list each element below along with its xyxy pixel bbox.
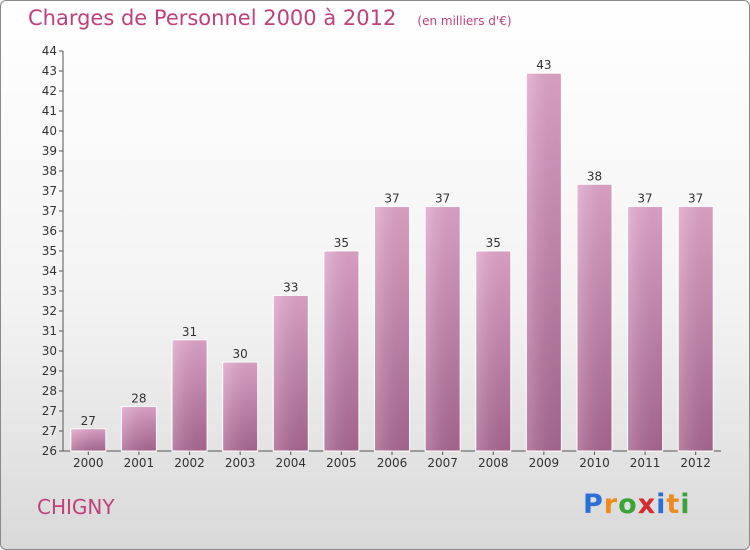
y-tick-label: 38 (42, 164, 57, 178)
x-tick-label: 2002 (174, 456, 205, 470)
y-tick-label: 40 (42, 124, 57, 138)
chart-subtitle: (en milliers d'€) (417, 14, 512, 28)
brand-letter: o (618, 489, 638, 520)
bar-shade (425, 206, 461, 451)
brand-letter: x (637, 489, 657, 520)
labels: 26 27 27 28 29 30 31 32 33 34 35 36 37 37 38 39 40 41 42 43… (42, 44, 711, 470)
bar-shade (475, 251, 511, 451)
y-tick-label: 30 (42, 344, 57, 358)
y-tick-label: 27 (42, 404, 57, 418)
x-tick-label: 2007 (427, 456, 458, 470)
y-tick-label: 34 (42, 264, 57, 278)
y-tick-label: 31 (42, 324, 57, 338)
brand-letter: P (583, 489, 604, 520)
brand-letter: i (680, 489, 691, 520)
value-label: 43 (536, 58, 551, 72)
value-label: 37 (384, 192, 399, 206)
y-tick-label: 33 (42, 284, 57, 298)
y-tick-label: 37 (42, 204, 57, 218)
title-row: Charges de Personnel 2000 à 2012 (en mil… (28, 6, 512, 30)
y-tick-label: 35 (42, 244, 57, 258)
x-tick-label: 2004 (275, 456, 306, 470)
value-label: 38 (587, 169, 602, 183)
y-tick-label: 27 (42, 424, 57, 438)
brand-logo: Proxiti (583, 489, 691, 520)
x-tick-label: 2003 (225, 456, 256, 470)
x-tick-label: 2009 (529, 456, 560, 470)
chart-title: Charges de Personnel 2000 à 2012 (28, 6, 397, 30)
y-tick-label: 41 (42, 104, 57, 118)
x-tick-label: 2001 (124, 456, 155, 470)
bar-shade (678, 206, 714, 451)
value-label: 30 (233, 347, 248, 361)
y-tick-label: 28 (42, 384, 57, 398)
value-label: 31 (182, 325, 197, 339)
x-tick-label: 2008 (478, 456, 509, 470)
value-label: 37 (435, 192, 450, 206)
y-tick-label: 36 (42, 224, 57, 238)
x-tick-label: 2011 (630, 456, 661, 470)
y-tick-label: 32 (42, 304, 57, 318)
value-label: 28 (131, 392, 146, 406)
bar-shade (526, 73, 562, 451)
y-tick-label: 43 (42, 64, 57, 78)
y-tick-label: 29 (42, 364, 57, 378)
y-tick-label: 42 (42, 84, 57, 98)
brand-letter: t (666, 489, 681, 520)
bars (70, 72, 714, 452)
x-tick-label: 2000 (73, 456, 104, 470)
bar-shade (121, 406, 157, 451)
bar-shade (222, 362, 258, 451)
bar-shade (627, 206, 663, 451)
bar-shade (70, 428, 106, 451)
brand-letter: r (603, 489, 619, 520)
x-tick-label: 2006 (377, 456, 408, 470)
y-tick-label: 26 (42, 444, 57, 458)
x-tick-label: 2010 (579, 456, 610, 470)
brand-letter: i (656, 489, 667, 520)
value-label: 33 (283, 280, 298, 294)
y-tick-label: 44 (42, 44, 57, 58)
value-label: 27 (81, 414, 96, 428)
value-label: 35 (334, 236, 349, 250)
value-label: 35 (486, 236, 501, 250)
value-label: 37 (688, 192, 703, 206)
bar-shade (374, 206, 410, 451)
bar-shade (273, 295, 309, 451)
y-tick-label: 39 (42, 144, 57, 158)
y-tick-label: 37 (42, 184, 57, 198)
bar-shade (323, 251, 359, 451)
commune-name: CHIGNY (37, 495, 115, 519)
value-label: 37 (637, 192, 652, 206)
x-tick-label: 2012 (680, 456, 711, 470)
x-tick-label: 2005 (326, 456, 357, 470)
bar-shade (172, 339, 208, 451)
bar-shade (576, 184, 612, 452)
